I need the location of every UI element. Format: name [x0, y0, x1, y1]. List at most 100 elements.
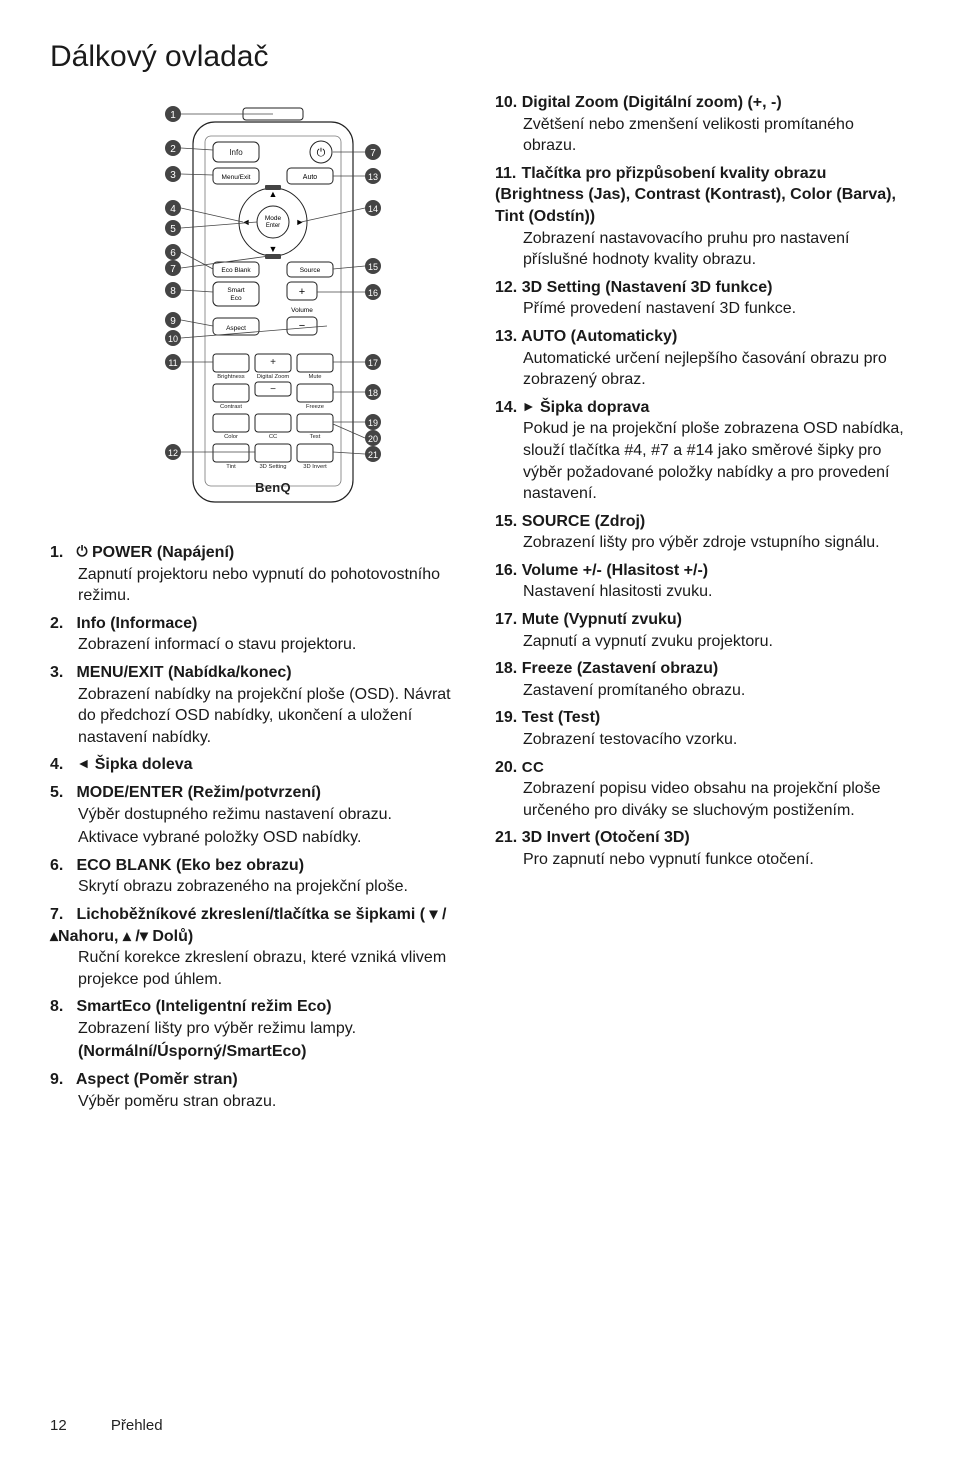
item-heading: 11. Tlačítka pro přizpůsobení kvality ob…	[495, 163, 910, 228]
heading-icon: ◄	[76, 755, 90, 771]
label-minus: −	[298, 320, 304, 332]
svg-text:15: 15	[367, 262, 377, 272]
item-description: Zapnutí projektoru nebo vypnutí do pohot…	[78, 564, 465, 607]
item-heading: 8. SmartEco (Inteligentní režim Eco)	[50, 996, 465, 1018]
item-heading: 21. 3D Invert (Otočení 3D)	[495, 827, 910, 849]
item-heading: 4. ◄ Šipka doleva	[50, 754, 465, 776]
item-heading: 9. Aspect (Poměr stran)	[50, 1069, 465, 1091]
item-heading: 1. ⏻ POWER (Napájení)	[50, 542, 465, 564]
svg-text:21: 21	[367, 450, 377, 460]
label-plus: +	[298, 286, 304, 298]
svg-text:18: 18	[367, 388, 377, 398]
item-description: Výběr dostupného režimu nastavení obrazu…	[78, 804, 465, 826]
item-heading: 13. AUTO (Automaticky)	[495, 326, 910, 348]
svg-text:5: 5	[170, 224, 176, 235]
label-aspect: Aspect	[226, 325, 246, 332]
item-description: Zobrazení nastavovacího pruhu pro nastav…	[523, 228, 910, 271]
label-color: Color	[224, 434, 238, 440]
item-description: Zastavení promítaného obrazu.	[523, 680, 910, 702]
label-volume: Volume	[291, 307, 313, 314]
label-auto: Auto	[302, 174, 317, 181]
list-item: 19. Test (Test)Zobrazení testovacího vzo…	[495, 707, 910, 750]
svg-text:3: 3	[170, 170, 176, 181]
list-item: 21. 3D Invert (Otočení 3D)Pro zapnutí ne…	[495, 827, 910, 870]
item-heading: 2. Info (Informace)	[50, 613, 465, 635]
section-name: Přehled	[111, 1417, 163, 1434]
dz-minus: −	[270, 384, 276, 395]
item-description: Pro zapnutí nebo vypnutí funkce otočení.	[523, 849, 910, 871]
list-left: 1. ⏻ POWER (Napájení)Zapnutí projektoru …	[50, 542, 465, 1112]
svg-text:8: 8	[170, 286, 176, 297]
svg-text:12: 12	[167, 448, 177, 458]
item-heading: 12. 3D Setting (Nastavení 3D funkce)	[495, 277, 910, 299]
list-item: 17. Mute (Vypnutí zvuku)Zapnutí a vypnut…	[495, 609, 910, 652]
item-description: Zobrazení popisu video obsahu na projekč…	[523, 778, 910, 821]
right-column: 10. Digital Zoom (Digitální zoom) (+, -)…	[495, 92, 910, 1118]
item-description: Nastavení hlasitosti zvuku.	[523, 581, 910, 603]
label-mode: Mode	[264, 215, 281, 222]
label-smarteco-2: Eco	[230, 295, 242, 302]
item-description: Aktivace vybrané položky OSD nabídky.	[78, 827, 465, 849]
svg-text:13: 13	[367, 172, 377, 182]
item-heading: 3. MENU/EXIT (Nabídka/konec)	[50, 662, 465, 684]
label-digital-zoom: Digital Zoom	[256, 374, 289, 380]
item-heading: 15. SOURCE (Zdroj)	[495, 511, 910, 533]
item-heading: 6. ECO BLANK (Eko bez obrazu)	[50, 855, 465, 877]
svg-text:14: 14	[367, 204, 377, 214]
list-item: 16. Volume +/- (Hlasitost +/-)Nastavení …	[495, 560, 910, 603]
page-footer: 12 Přehled	[50, 1417, 163, 1434]
list-item: 11. Tlačítka pro přizpůsobení kvality ob…	[495, 163, 910, 271]
list-item: 9. Aspect (Poměr stran)Výběr poměru stra…	[50, 1069, 465, 1112]
item-description: Výběr poměru stran obrazu.	[78, 1091, 465, 1113]
list-item: 2. Info (Informace)Zobrazení informací o…	[50, 613, 465, 656]
left-column: Info ⏻ Menu/Exit Auto Mode Enter ▲ ▼ ◄ ►…	[50, 92, 465, 1118]
item-description: Přímé provedení nastavení 3D funkce.	[523, 298, 910, 320]
list-item: 3. MENU/EXIT (Nabídka/konec)Zobrazení na…	[50, 662, 465, 748]
list-item: 4. ◄ Šipka doleva	[50, 754, 465, 776]
label-contrast: Contrast	[220, 404, 242, 410]
item-heading: 16. Volume +/- (Hlasitost +/-)	[495, 560, 910, 582]
power-icon: ⏻	[316, 147, 325, 159]
two-column-layout: Info ⏻ Menu/Exit Auto Mode Enter ▲ ▼ ◄ ►…	[50, 92, 910, 1118]
item-description: Automatické určení nejlepšího časování o…	[523, 348, 910, 391]
list-item: 5. MODE/ENTER (Režim/potvrzení)Výběr dos…	[50, 782, 465, 849]
list-item: 18. Freeze (Zastavení obrazu)Zastavení p…	[495, 658, 910, 701]
list-item: 12. 3D Setting (Nastavení 3D funkce)Přím…	[495, 277, 910, 320]
down-arrow-icon: ▼	[268, 244, 277, 254]
item-heading: 10. Digital Zoom (Digitální zoom) (+, -)	[495, 92, 910, 114]
svg-text:7: 7	[170, 264, 176, 275]
item-heading: 19. Test (Test)	[495, 707, 910, 729]
item-description: Zobrazení nabídky na projekční ploše (OS…	[78, 684, 465, 749]
list-item: 13. AUTO (Automaticky)Automatické určení…	[495, 326, 910, 391]
list-item: 14. ► Šipka dopravaPokud je na projekční…	[495, 397, 910, 505]
item-description: Pokud je na projekční ploše zobrazena OS…	[523, 418, 910, 504]
label-menu-exit: Menu/Exit	[221, 174, 250, 181]
svg-text:6: 6	[170, 248, 176, 259]
item-heading: 7. Lichoběžníkové zkreslení/tlačítka se …	[50, 904, 465, 947]
label-brightness: Brightness	[217, 374, 244, 380]
label-freeze: Freeze	[305, 404, 323, 410]
svg-text:4: 4	[170, 204, 176, 215]
dz-plus: +	[270, 357, 276, 368]
list-item: 20. CCZobrazení popisu video obsahu na p…	[495, 757, 910, 822]
item-description: Zobrazení lišty pro výběr režimu lampy.	[78, 1018, 465, 1040]
list-item: 15. SOURCE (Zdroj)Zobrazení lišty pro vý…	[495, 511, 910, 554]
svg-text:19: 19	[367, 418, 377, 428]
list-item: 8. SmartEco (Inteligentní režim Eco)Zobr…	[50, 996, 465, 1063]
item-heading: 5. MODE/ENTER (Režim/potvrzení)	[50, 782, 465, 804]
list-item: 1. ⏻ POWER (Napájení)Zapnutí projektoru …	[50, 542, 465, 607]
brand-logo: BenQ	[255, 480, 291, 495]
label-smarteco-1: Smart	[227, 287, 245, 294]
label-cc: CC	[268, 434, 276, 440]
svg-text:9: 9	[170, 316, 176, 327]
svg-text:10: 10	[167, 334, 177, 344]
item-description: Zapnutí a vypnutí zvuku projektoru.	[523, 631, 910, 653]
item-description: Zobrazení testovacího vzorku.	[523, 729, 910, 751]
list-right: 10. Digital Zoom (Digitální zoom) (+, -)…	[495, 92, 910, 871]
item-heading: 17. Mute (Vypnutí zvuku)	[495, 609, 910, 631]
item-description: Zobrazení lišty pro výběr zdroje vstupní…	[523, 532, 910, 554]
svg-text:20: 20	[367, 434, 377, 444]
label-info: Info	[229, 148, 243, 157]
label-enter: Enter	[265, 223, 279, 229]
item-description: Ruční korekce zkreslení obrazu, které vz…	[78, 947, 465, 990]
